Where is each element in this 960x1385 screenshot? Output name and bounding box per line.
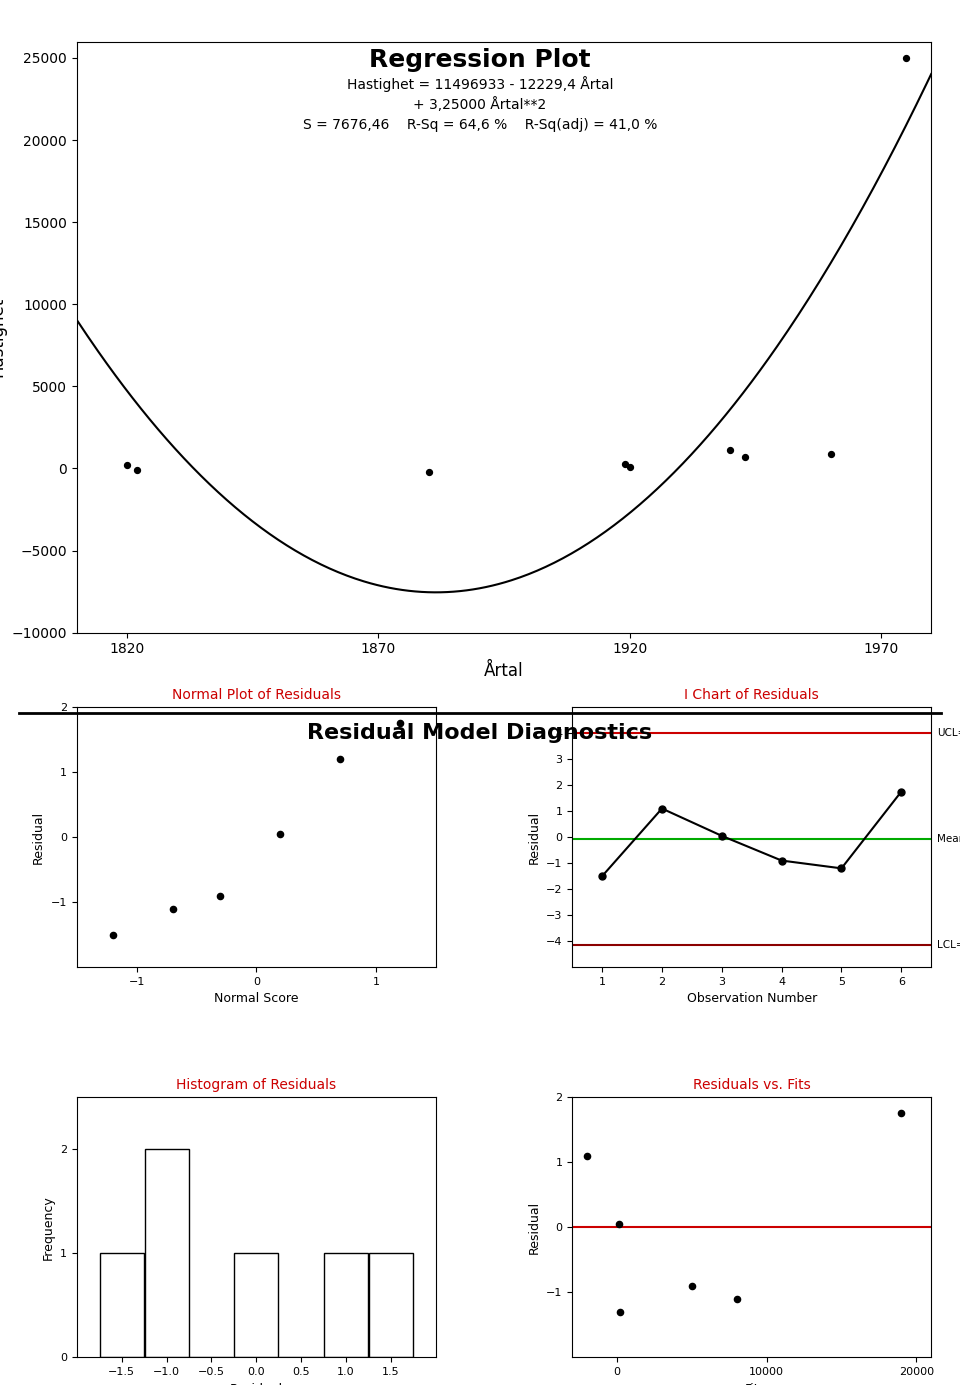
Point: [165, 897, 180, 920]
Title: Normal Plot of Residuals: Normal Plot of Residuals: [172, 688, 341, 702]
X-axis label: Normal Score: Normal Score: [214, 993, 299, 1006]
Point: [332, 748, 348, 770]
Point: [273, 823, 288, 845]
X-axis label: Årtal: Årtal: [484, 662, 524, 680]
Text: + 3,25000 Årtal**2: + 3,25000 Årtal**2: [414, 97, 546, 112]
Point: [420, 461, 436, 483]
Text: Regression Plot: Regression Plot: [370, 48, 590, 72]
Point: [119, 454, 134, 476]
Y-axis label: Residual: Residual: [528, 1201, 540, 1253]
Text: LCL=-4,156: LCL=-4,156: [937, 940, 960, 950]
X-axis label: Observation Number: Observation Number: [686, 993, 817, 1006]
Point: [105, 924, 120, 946]
Point: [729, 1288, 744, 1310]
Text: Hastighet = 11496933 - 12229,4 Årtal: Hastighet = 11496933 - 12229,4 Årtal: [347, 76, 613, 93]
Point: [622, 456, 637, 478]
Point: [580, 1144, 595, 1166]
Point: [894, 1102, 909, 1125]
Y-axis label: Residual: Residual: [527, 810, 540, 864]
Y-axis label: Frequency: Frequency: [41, 1195, 55, 1259]
Point: [213, 885, 228, 907]
Y-axis label: Residual: Residual: [32, 810, 45, 864]
X-axis label: Fit: Fit: [744, 1382, 759, 1385]
Title: Histogram of Residuals: Histogram of Residuals: [177, 1078, 336, 1091]
Text: Residual Model Diagnostics: Residual Model Diagnostics: [307, 723, 653, 742]
Point: [617, 453, 633, 475]
Bar: [234, 1253, 278, 1357]
Bar: [145, 1150, 188, 1357]
Point: [130, 458, 145, 481]
Text: Mean=-0,07410: Mean=-0,07410: [937, 834, 960, 843]
Point: [823, 443, 838, 465]
Point: [611, 1213, 626, 1235]
X-axis label: Residual: Residual: [229, 1382, 283, 1385]
Bar: [100, 1253, 144, 1357]
Point: [737, 446, 753, 468]
Text: S = 7676,46    R-Sq = 64,6 %    R-Sq(adj) = 41,0 %: S = 7676,46 R-Sq = 64,6 % R-Sq(adj) = 41…: [302, 118, 658, 132]
Bar: [324, 1253, 368, 1357]
Point: [899, 47, 914, 69]
Title: I Chart of Residuals: I Chart of Residuals: [684, 688, 819, 702]
Point: [393, 712, 408, 734]
Point: [684, 1274, 700, 1296]
Point: [612, 1301, 628, 1323]
Y-axis label: Hastighet: Hastighet: [0, 296, 6, 377]
Text: UCL=4,008: UCL=4,008: [937, 729, 960, 738]
Point: [723, 439, 738, 461]
Bar: [369, 1253, 413, 1357]
Title: Residuals vs. Fits: Residuals vs. Fits: [693, 1078, 810, 1091]
